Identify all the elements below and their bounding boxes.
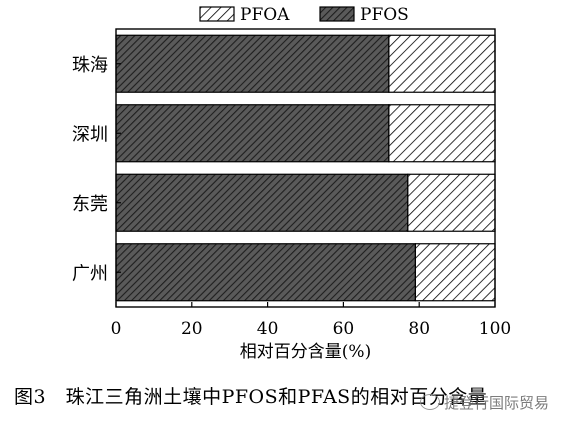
wechat-icon bbox=[420, 394, 440, 410]
bar-pfos-3 bbox=[115, 243, 417, 302]
x-tick-label-0: 0 bbox=[111, 319, 122, 339]
bar-pfos-2 bbox=[115, 173, 409, 232]
bar-pfos-0 bbox=[115, 34, 390, 93]
x-axis-label: 相对百分含量(%) bbox=[240, 342, 371, 362]
category-label-3: 广州 bbox=[72, 263, 108, 284]
category-label-0: 珠海 bbox=[72, 55, 108, 76]
legend-swatch-pfos bbox=[319, 6, 355, 22]
x-tick-label-4: 80 bbox=[408, 319, 430, 339]
category-label-1: 深圳 bbox=[72, 124, 108, 145]
x-tick-label-2: 40 bbox=[257, 319, 279, 339]
watermark-text: 捷登行国际贸易 bbox=[444, 394, 550, 412]
category-label-2: 东莞 bbox=[72, 194, 108, 215]
bar-pfos-1 bbox=[115, 104, 390, 163]
bar-pfoa-1 bbox=[388, 104, 496, 163]
chart-legend: PFOA PFOS bbox=[199, 5, 409, 25]
x-tick-label-5: 100 bbox=[479, 319, 511, 339]
x-tick-label-1: 20 bbox=[181, 319, 203, 339]
legend-label-pfoa: PFOA bbox=[240, 5, 290, 25]
watermark: 捷登行国际贸易 bbox=[420, 392, 549, 413]
bar-pfoa-2 bbox=[407, 173, 496, 232]
legend-swatch-pfoa bbox=[199, 6, 235, 22]
plot-frame bbox=[115, 28, 496, 308]
legend-label-pfos: PFOS bbox=[360, 5, 409, 25]
bar-pfoa-3 bbox=[414, 243, 496, 302]
x-tick-label-3: 60 bbox=[333, 319, 355, 339]
bar-pfoa-0 bbox=[388, 34, 496, 93]
figure-caption: 图3 珠江三角洲土壤中PFOS和PFAS的相对百分含量 bbox=[14, 386, 488, 408]
bars-group bbox=[115, 34, 496, 302]
